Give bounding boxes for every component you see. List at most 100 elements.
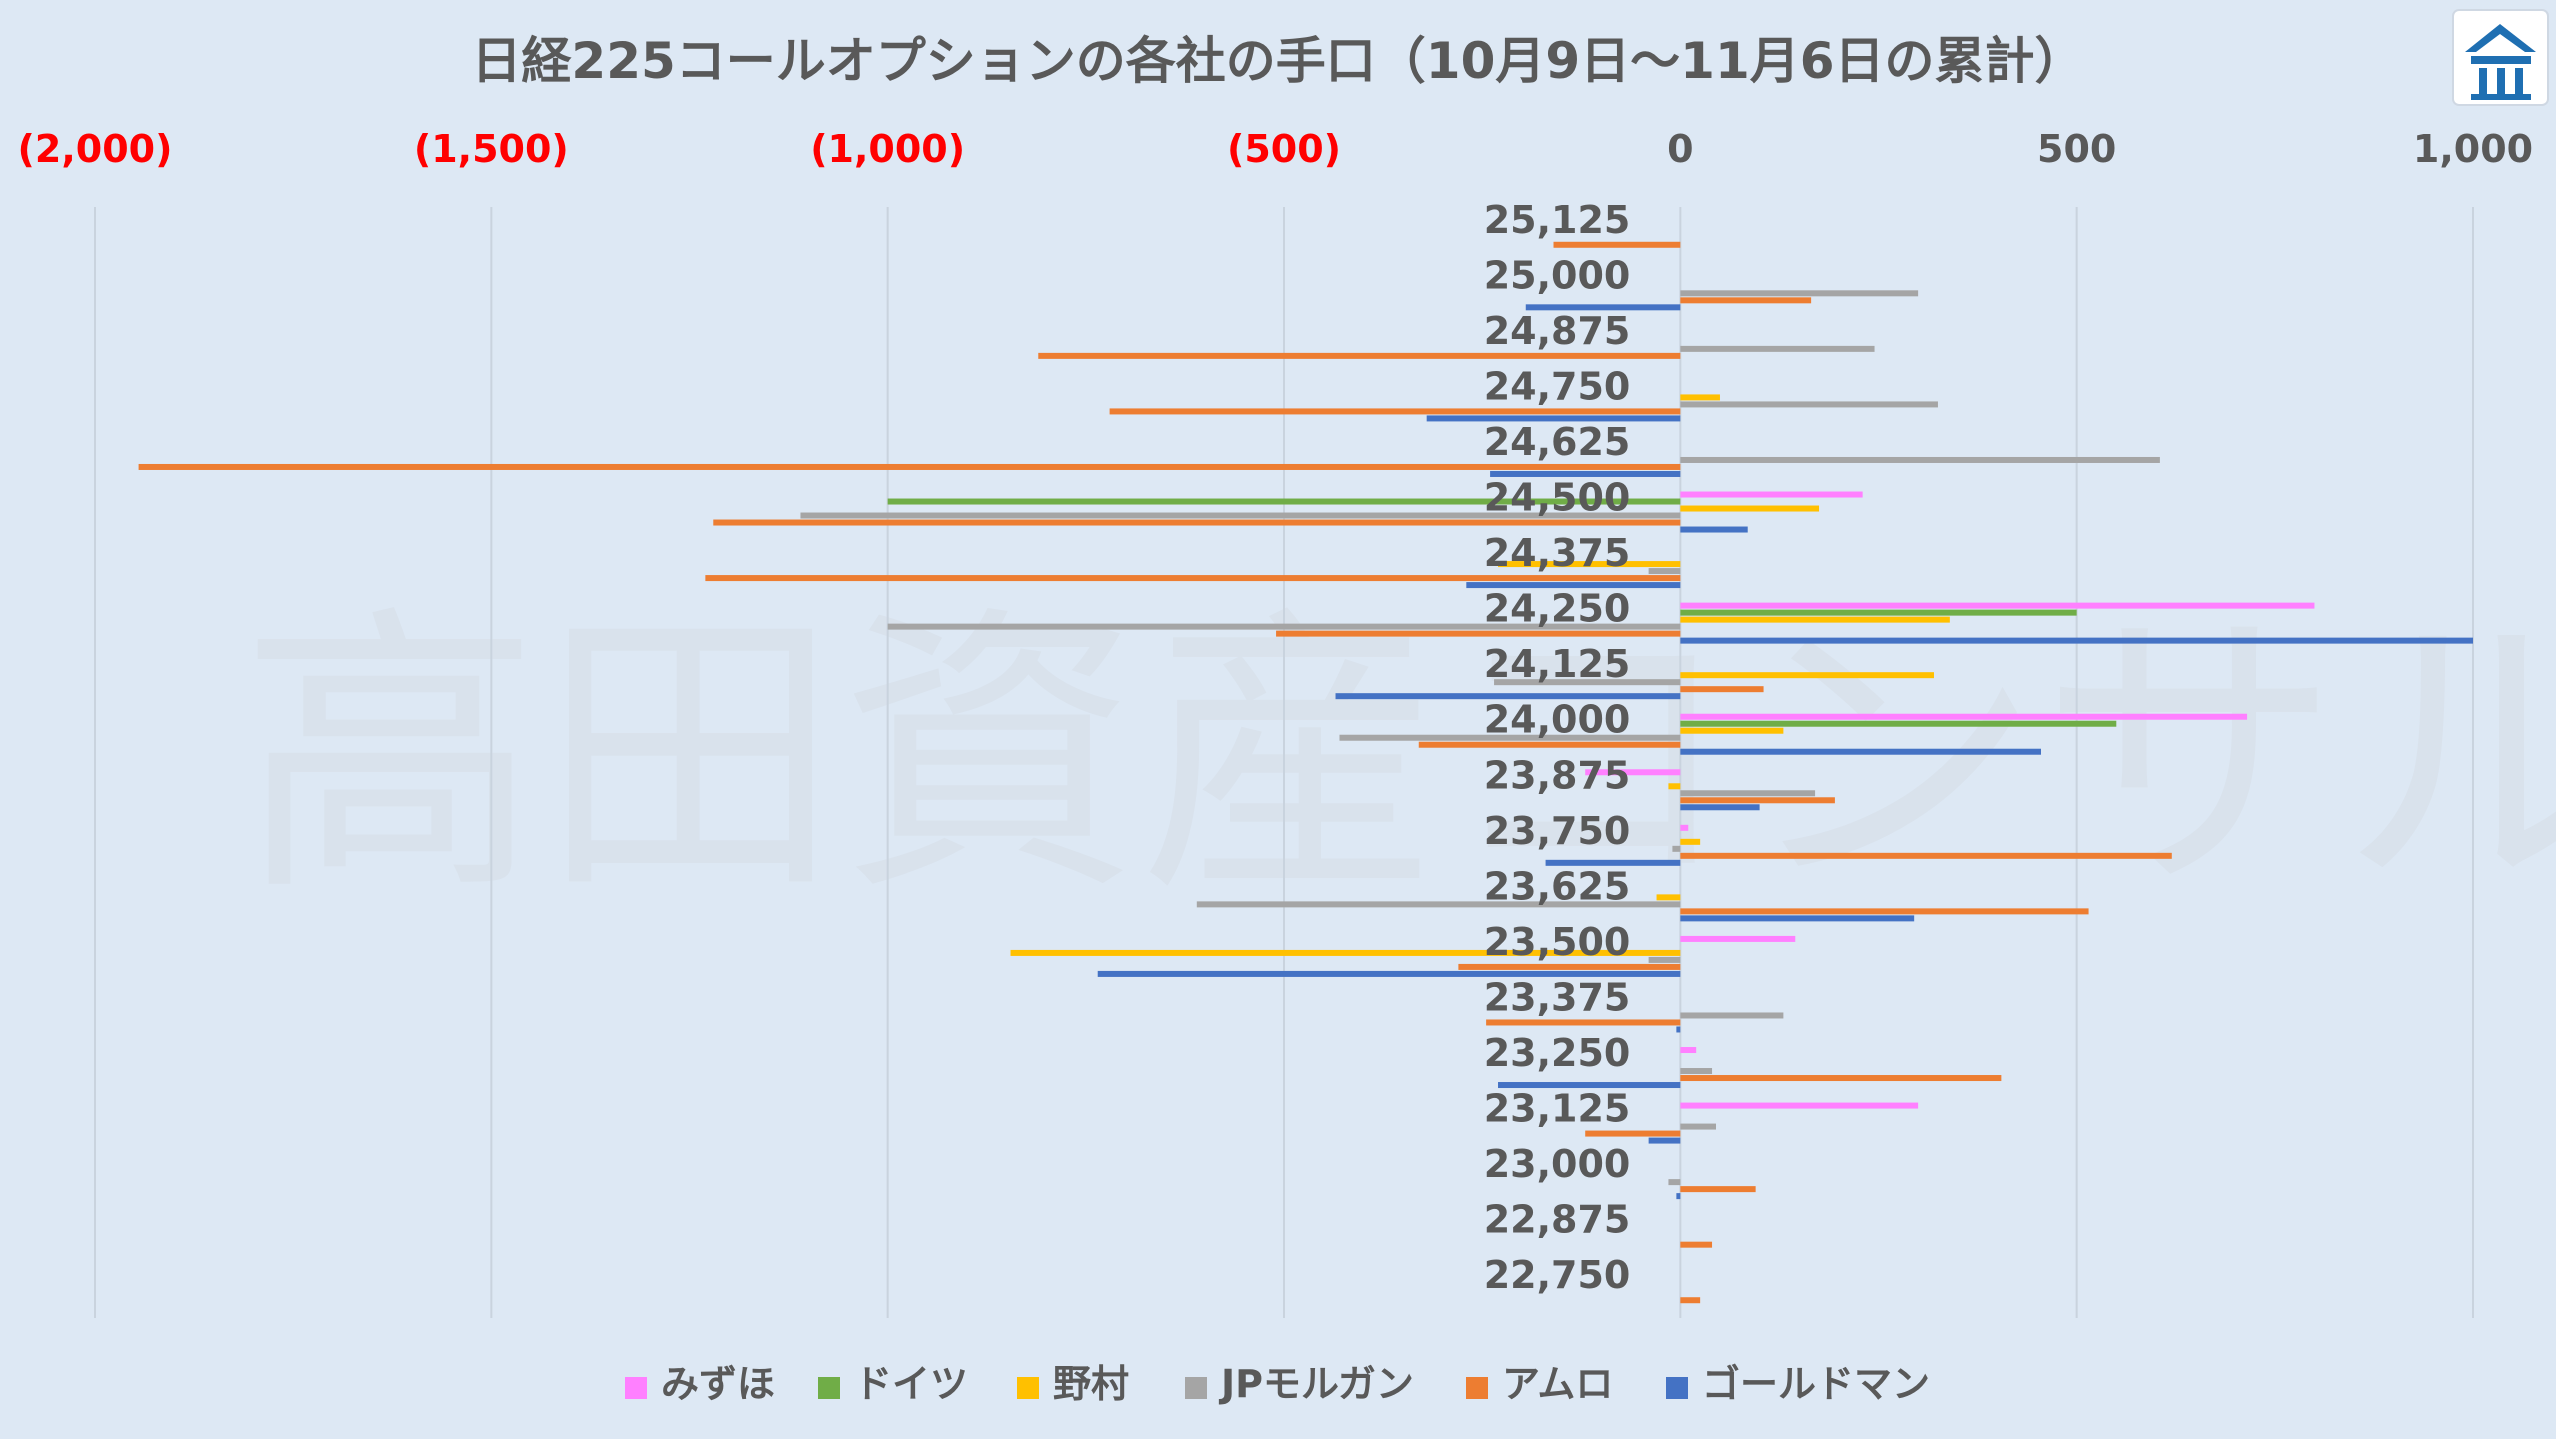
bar bbox=[1680, 720, 2117, 727]
bar bbox=[1680, 908, 2089, 915]
bar bbox=[1676, 1026, 1681, 1033]
bar bbox=[1680, 1297, 1701, 1304]
bar bbox=[1553, 241, 1681, 248]
bar bbox=[1676, 1193, 1681, 1200]
bar bbox=[1680, 797, 1835, 804]
bar bbox=[1668, 1179, 1681, 1186]
category-label: 24,625 bbox=[1484, 420, 1631, 464]
bar bbox=[1494, 679, 1681, 686]
bar bbox=[1097, 970, 1681, 977]
bar bbox=[1680, 505, 1820, 512]
bar bbox=[1680, 838, 1701, 845]
legend-swatch bbox=[1185, 1377, 1207, 1399]
legend-label: ゴールドマン bbox=[1702, 1362, 1930, 1406]
bar bbox=[1010, 949, 1681, 956]
bar bbox=[1585, 769, 1681, 776]
bar bbox=[1656, 894, 1681, 901]
bar bbox=[887, 623, 1681, 630]
bar bbox=[1680, 686, 1764, 693]
bar bbox=[1680, 616, 1950, 623]
legend-swatch bbox=[1017, 1377, 1039, 1399]
bar bbox=[1680, 401, 1938, 408]
bar bbox=[1486, 1019, 1681, 1026]
bar bbox=[1648, 1137, 1681, 1144]
legend-label: JPモルガン bbox=[1218, 1362, 1414, 1406]
bar bbox=[713, 519, 1681, 526]
category-label: 23,000 bbox=[1484, 1142, 1631, 1186]
category-label: 24,125 bbox=[1484, 642, 1631, 686]
category-label: 23,625 bbox=[1484, 864, 1631, 908]
bar bbox=[1680, 790, 1816, 797]
x-tick-label: (500) bbox=[1227, 127, 1341, 171]
bar bbox=[1525, 304, 1681, 311]
bar bbox=[1680, 290, 1919, 297]
bar bbox=[1680, 672, 1934, 679]
bar bbox=[1680, 915, 1915, 922]
category-labels: 25,125 25,000 24,875 24,750 24,625 24,500 24,3… bbox=[1484, 198, 1631, 1297]
category-label: 25,125 bbox=[1484, 198, 1631, 242]
bar bbox=[1680, 804, 1760, 811]
grid-lines bbox=[94, 207, 2474, 1318]
category-label: 22,875 bbox=[1484, 1198, 1631, 1242]
bar bbox=[1680, 526, 1748, 533]
bar bbox=[1498, 561, 1681, 568]
bar bbox=[1680, 852, 2172, 859]
category-label: 24,000 bbox=[1484, 698, 1631, 742]
legend-label: アムロ bbox=[1502, 1362, 1613, 1406]
x-tick-label: (1,500) bbox=[414, 127, 569, 171]
bar bbox=[1545, 859, 1681, 866]
legend-swatch bbox=[818, 1377, 840, 1399]
bar bbox=[138, 463, 1681, 470]
bar bbox=[1680, 727, 1784, 734]
bar bbox=[800, 512, 1681, 519]
bar bbox=[1680, 609, 2077, 616]
legend-swatch bbox=[1666, 1377, 1688, 1399]
bar bbox=[1339, 734, 1681, 741]
category-label: 22,750 bbox=[1484, 1253, 1631, 1297]
bar bbox=[1648, 956, 1681, 963]
bar bbox=[1418, 741, 1681, 748]
bar bbox=[1680, 1123, 1717, 1130]
bar bbox=[1458, 963, 1681, 970]
bar bbox=[1196, 901, 1681, 908]
x-tick-label: (1,000) bbox=[810, 127, 965, 171]
bar bbox=[1672, 845, 1681, 852]
bar bbox=[1680, 1241, 1713, 1248]
x-tick-label: 1,000 bbox=[2413, 127, 2533, 171]
category-label: 24,250 bbox=[1484, 587, 1631, 631]
bar bbox=[1426, 415, 1681, 422]
bar bbox=[1585, 1130, 1681, 1137]
bar bbox=[1680, 1012, 1784, 1019]
category-label: 23,750 bbox=[1484, 809, 1631, 853]
category-label: 24,875 bbox=[1484, 309, 1631, 353]
category-label: 23,500 bbox=[1484, 920, 1631, 964]
bar bbox=[1490, 470, 1681, 477]
bar bbox=[1680, 1075, 2002, 1082]
bar bbox=[1335, 693, 1681, 700]
legend-label: 野村 bbox=[1053, 1362, 1129, 1406]
bar bbox=[887, 498, 1681, 505]
bar bbox=[1680, 602, 2315, 609]
bar bbox=[1680, 935, 1796, 942]
category-label: 23,375 bbox=[1484, 975, 1631, 1019]
bar bbox=[1680, 1068, 1713, 1075]
category-label: 23,125 bbox=[1484, 1087, 1631, 1131]
category-label: 24,750 bbox=[1484, 364, 1631, 408]
x-axis-ticks: (2,000) (1,500) (1,000) (500) 0 500 1,000 bbox=[18, 127, 2534, 171]
legend-swatch bbox=[1466, 1377, 1488, 1399]
bar bbox=[1668, 783, 1681, 790]
legend-label: ドイツ bbox=[854, 1362, 968, 1406]
bar bbox=[1680, 456, 2160, 463]
x-tick-label: (2,000) bbox=[18, 127, 173, 171]
bars bbox=[138, 241, 2473, 1304]
bar bbox=[1680, 1186, 1756, 1193]
x-tick-label: 500 bbox=[2037, 127, 2116, 171]
category-label: 23,875 bbox=[1484, 753, 1631, 797]
bar bbox=[1680, 491, 1863, 498]
takata-shisan-logo-icon bbox=[2452, 9, 2549, 106]
legend: みずほ ドイツ 野村 JPモルガン アムロ ゴールドマン bbox=[625, 1362, 1930, 1406]
x-tick-label: 0 bbox=[1667, 127, 1693, 171]
bar bbox=[1109, 408, 1681, 415]
bar bbox=[1498, 1082, 1681, 1089]
